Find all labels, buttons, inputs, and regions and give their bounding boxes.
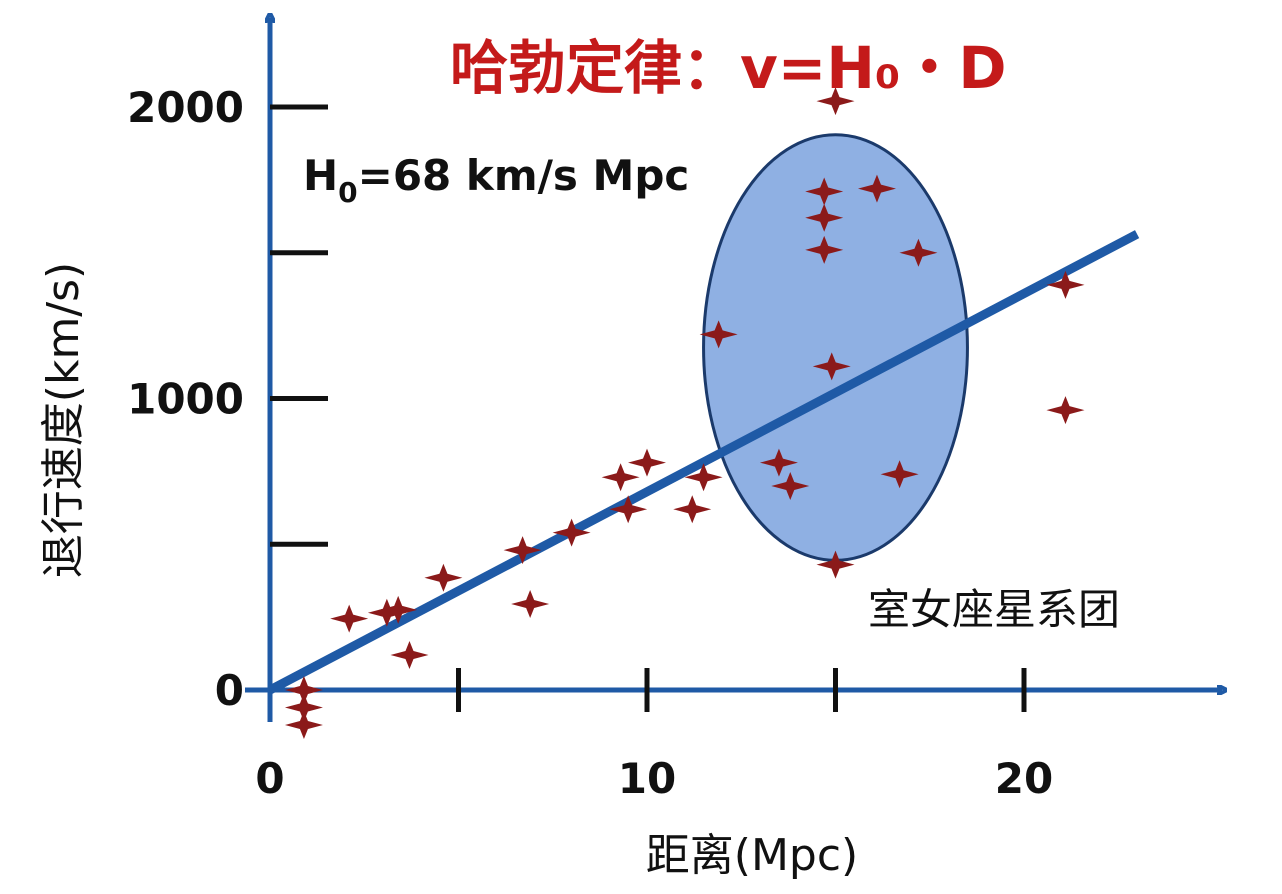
data-point-5: [379, 595, 418, 624]
data-point-21: [805, 235, 844, 264]
data-point-0: [284, 676, 323, 704]
data-point-19: [805, 177, 844, 206]
data-point-26: [880, 460, 919, 489]
data-point-13: [628, 448, 666, 477]
y-tick-label-2000: 2000: [127, 83, 244, 132]
data-point-10: [552, 518, 591, 547]
data-point-2: [284, 710, 323, 739]
data-point-1: [284, 693, 323, 722]
x-tick-label-20: 20: [995, 754, 1053, 803]
hubble-fit-line: [267, 230, 1140, 694]
data-point-8: [503, 536, 542, 565]
data-point-9: [511, 590, 550, 619]
data-point-17: [759, 448, 798, 477]
x-axis-title: 距离(Mpc): [646, 830, 858, 881]
data-point-15: [684, 463, 723, 492]
data-point-16: [699, 320, 738, 349]
y-tick-label-1000: 1000: [127, 375, 244, 424]
data-point-12: [609, 495, 648, 524]
data-point-29: [1046, 396, 1085, 425]
data-point-23: [816, 87, 855, 116]
data-point-7: [424, 563, 463, 592]
data-point-24: [816, 550, 855, 579]
data-point-14: [673, 495, 712, 524]
virgo-cluster-label: 室女座星系团: [868, 585, 1120, 634]
y-tick-label-0: 0: [215, 666, 244, 715]
chart-title: 哈勃定律：v=H₀・D: [450, 34, 1007, 102]
data-point-4: [367, 598, 406, 627]
x-tick-label-10: 10: [618, 754, 676, 803]
data-point-18: [771, 471, 810, 500]
hubble-constant-label: H0=68 km/s Mpc: [303, 151, 689, 209]
y-axis-title: 退行速度(km/s): [38, 262, 89, 578]
data-point-3: [330, 604, 369, 633]
data-point-11: [601, 463, 640, 492]
data-point-22: [812, 352, 851, 381]
data-point-6: [390, 641, 429, 670]
data-point-20: [805, 203, 844, 232]
data-point-27: [899, 238, 938, 267]
x-tick-label-0: 0: [255, 754, 284, 803]
data-point-25: [857, 174, 896, 203]
data-point-28: [1046, 270, 1085, 299]
